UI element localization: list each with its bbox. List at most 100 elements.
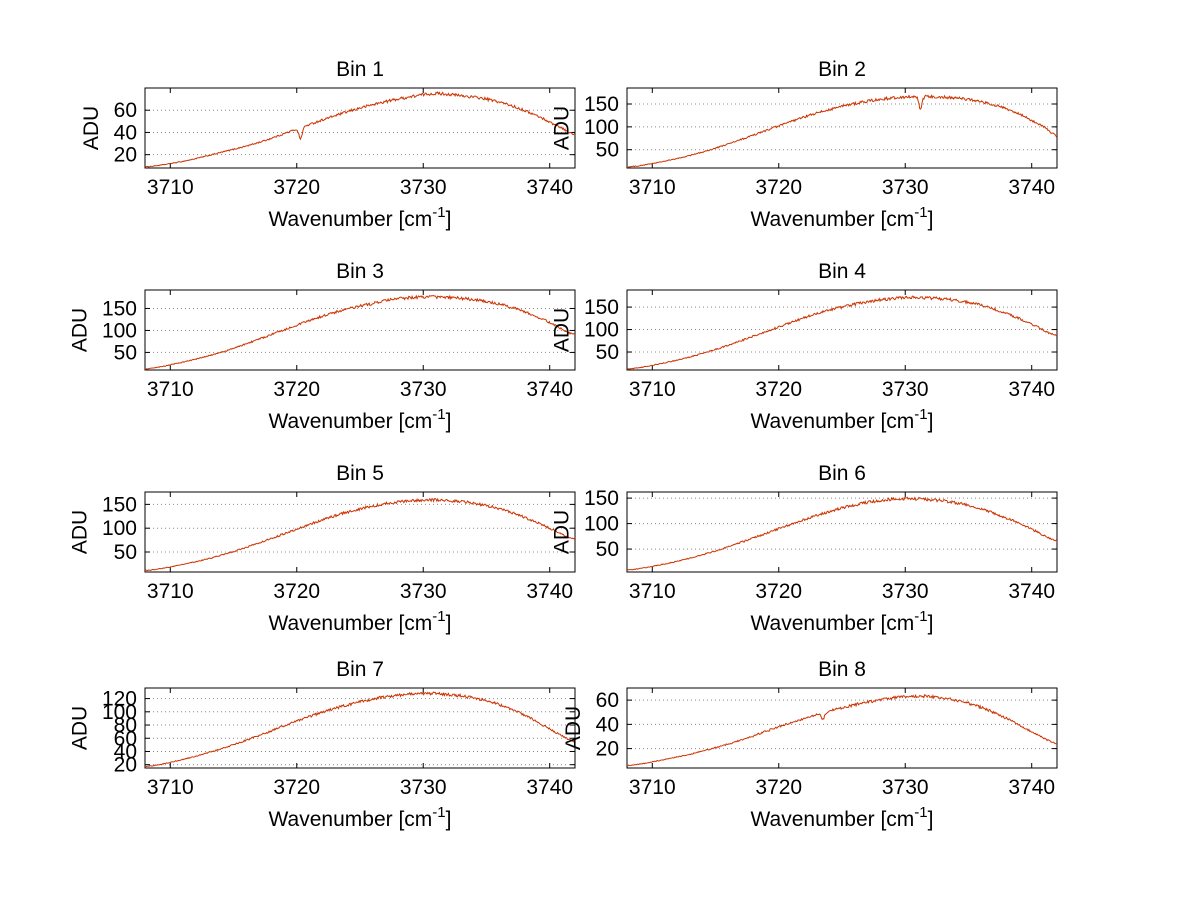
- axes-box: [144, 491, 576, 573]
- x-tick-label: 3740: [1008, 580, 1055, 603]
- x-axis-label: Wavenumber [cm-1]: [751, 204, 934, 231]
- spectrum-line: [145, 294, 575, 370]
- axes-box: [626, 491, 1058, 573]
- x-tick-label: 3710: [629, 776, 676, 799]
- x-tick-label: 3710: [147, 378, 194, 401]
- x-tick-label: 3730: [400, 580, 447, 603]
- x-axis-label: Wavenumber [cm-1]: [269, 804, 452, 831]
- x-tick-label: 3720: [755, 176, 802, 199]
- x-axis-label: Wavenumber [cm-1]: [751, 406, 934, 433]
- y-tick-label: 60: [114, 99, 137, 122]
- axes-box: [144, 87, 576, 169]
- x-tick-label: 3740: [1008, 176, 1055, 199]
- y-tick-label: 40: [114, 121, 137, 144]
- y-tick-label: 60: [114, 727, 137, 750]
- spectrum-line: [145, 497, 575, 572]
- spectrum-line: [627, 94, 1057, 168]
- plot-title: Bin 2: [818, 58, 866, 81]
- plot-title: Bin 1: [336, 58, 384, 81]
- y-tick-label: 50: [596, 538, 619, 561]
- y-tick-label: 50: [114, 541, 137, 564]
- plot-title: Bin 7: [336, 658, 384, 681]
- x-tick-label: 3740: [526, 378, 573, 401]
- y-axis-label: ADU: [69, 308, 92, 352]
- y-tick-label: 150: [584, 487, 619, 510]
- x-tick-label: 3730: [400, 776, 447, 799]
- x-axis-label: Wavenumber [cm-1]: [269, 204, 452, 231]
- y-tick-label: 100: [584, 513, 619, 536]
- subplot-bin-1: 3710 3720 3730 3740 20 40 60 Bin 1 ADU Wavenumber…: [0, 58, 600, 260]
- x-axis-label: Wavenumber [cm-1]: [751, 804, 934, 831]
- x-tick-label: 3730: [882, 776, 929, 799]
- x-tick-label: 3730: [882, 580, 929, 603]
- y-axis-label: ADU: [69, 706, 92, 750]
- subplot-bin-8: 3710 3720 3730 3740 20 40 60 Bin 8 ADU Wavenumber…: [482, 658, 1082, 860]
- subplot-bin-6: 3710 3720 3730 3740 50 100 150 Bin 6 ADU Wavenumb…: [482, 462, 1082, 664]
- spectrum-line: [145, 691, 575, 768]
- x-tick-label: 3740: [526, 580, 573, 603]
- x-tick-label: 3740: [526, 776, 573, 799]
- x-tick-label: 3730: [400, 378, 447, 401]
- y-tick-label: 50: [114, 341, 137, 364]
- x-tick-label: 3710: [629, 580, 676, 603]
- y-tick-label: 40: [596, 713, 619, 736]
- y-tick-label: 50: [596, 139, 619, 162]
- x-tick-label: 3740: [1008, 776, 1055, 799]
- plot-title: Bin 4: [818, 260, 866, 283]
- x-tick-label: 3720: [273, 176, 320, 199]
- x-tick-label: 3710: [147, 776, 194, 799]
- x-tick-label: 3720: [273, 776, 320, 799]
- y-axis-label: ADU: [562, 706, 585, 750]
- y-tick-label: 100: [102, 701, 137, 724]
- y-tick-label: 100: [102, 319, 137, 342]
- y-tick-label: 40: [114, 740, 137, 763]
- y-tick-label: 20: [114, 144, 137, 167]
- x-axis-label: Wavenumber [cm-1]: [269, 406, 452, 433]
- axes-box: [626, 687, 1058, 769]
- y-tick-label: 20: [596, 738, 619, 761]
- y-axis-label: ADU: [551, 308, 574, 352]
- subplot-bin-4: 3710 3720 3730 3740 50 100 150 Bin 4 ADU Wavenumb…: [482, 260, 1082, 462]
- y-tick-label: 100: [584, 319, 619, 342]
- y-tick-label: 50: [596, 341, 619, 364]
- x-tick-label: 3730: [882, 378, 929, 401]
- x-tick-label: 3740: [1008, 378, 1055, 401]
- x-tick-label: 3720: [273, 580, 320, 603]
- spectrum-line: [627, 693, 1057, 767]
- plot-title: Bin 5: [336, 462, 384, 485]
- y-tick-label: 100: [584, 116, 619, 139]
- spectrum-line: [627, 496, 1057, 571]
- y-tick-label: 80: [114, 714, 137, 737]
- plot-title: Bin 3: [336, 260, 384, 283]
- y-tick-label: 150: [102, 493, 137, 516]
- x-tick-label: 3720: [755, 776, 802, 799]
- y-tick-label: 100: [102, 517, 137, 540]
- x-tick-label: 3720: [755, 580, 802, 603]
- x-tick-label: 3720: [755, 378, 802, 401]
- x-tick-label: 3710: [629, 176, 676, 199]
- subplot-bin-5: 3710 3720 3730 3740 50 100 150 Bin 5 ADU Wavenumb…: [0, 462, 600, 664]
- x-tick-label: 3710: [147, 176, 194, 199]
- y-tick-label: 60: [596, 689, 619, 712]
- axes-box: [144, 687, 576, 769]
- subplot-bin-2: 3710 3720 3730 3740 50 100 150 Bin 2 ADU Wavenumb…: [482, 58, 1082, 260]
- plot-title: Bin 8: [818, 658, 866, 681]
- y-tick-label: 20: [114, 754, 137, 777]
- y-axis-label: ADU: [69, 510, 92, 554]
- subplot-bin-3: 3710 3720 3730 3740 50 100 150 Bin 3 ADU Wavenumb…: [0, 260, 600, 462]
- y-tick-label: 120: [102, 688, 137, 711]
- y-tick-label: 150: [102, 297, 137, 320]
- plot-title: Bin 6: [818, 462, 866, 485]
- y-axis-label: ADU: [80, 106, 103, 150]
- x-tick-label: 3710: [147, 580, 194, 603]
- x-tick-label: 3720: [273, 378, 320, 401]
